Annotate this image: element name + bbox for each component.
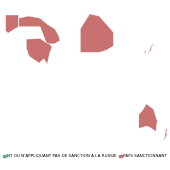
Legend: NT OU N'APPLIQUANT PAS DE SANCTION À LA RUSSIE, PAYS SANCTIONNANT: NT OU N'APPLIQUANT PAS DE SANCTION À LA …: [1, 153, 169, 160]
